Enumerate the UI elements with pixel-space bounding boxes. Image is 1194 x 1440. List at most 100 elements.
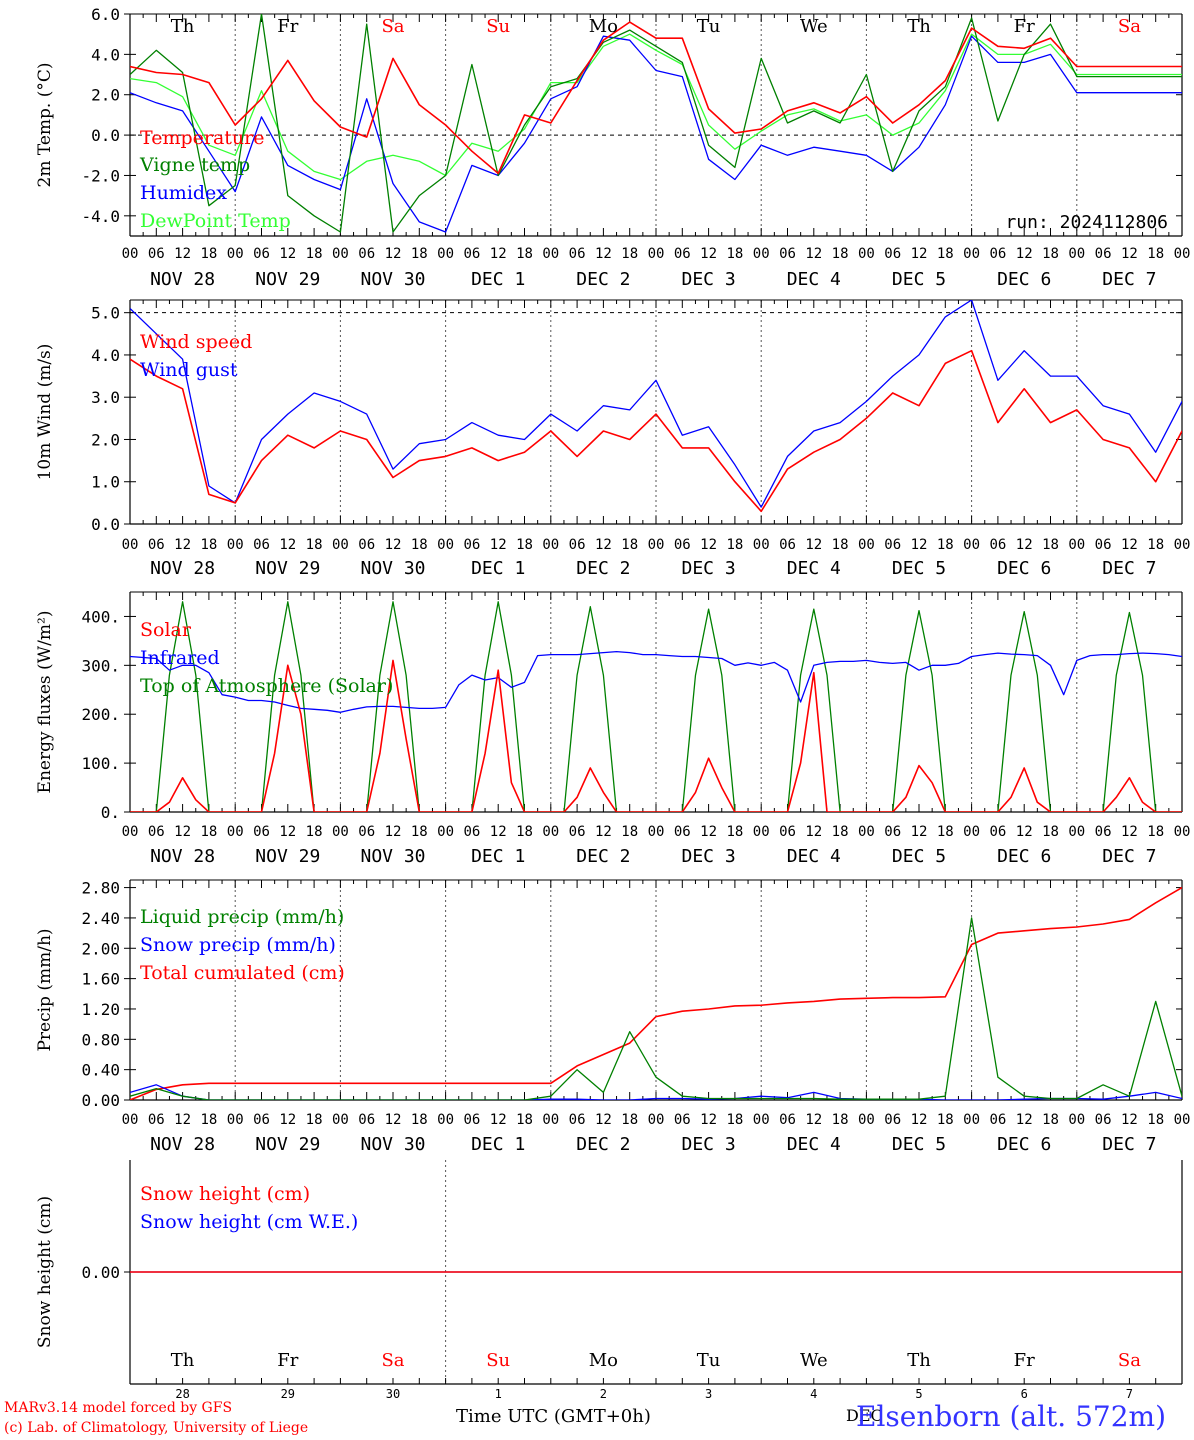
x-hour-label: 12 bbox=[1121, 246, 1138, 262]
y-tick-label: 200. bbox=[81, 705, 120, 724]
x-hour-label: 12 bbox=[1121, 1112, 1138, 1128]
x-hour-label: 00 bbox=[1174, 246, 1191, 262]
x-hour-label: 18 bbox=[1042, 537, 1059, 553]
y-axis-label: Energy fluxes (W/m²) bbox=[35, 611, 55, 794]
x-hour-label: 12 bbox=[595, 246, 612, 262]
x-hour-label: 12 bbox=[174, 1112, 191, 1128]
x-hour-label: 18 bbox=[516, 824, 533, 840]
x-hour-label: 00 bbox=[437, 1112, 454, 1128]
x-hour-label: 18 bbox=[1147, 246, 1164, 262]
x-hour-label: 12 bbox=[490, 1112, 507, 1128]
x-hour-label: 18 bbox=[937, 824, 954, 840]
x-date-label: NOV 28 bbox=[150, 1134, 215, 1155]
x-hour-label: 12 bbox=[911, 1112, 928, 1128]
x-date-label: DEC 2 bbox=[576, 269, 630, 290]
x-date-label: DEC 7 bbox=[1102, 269, 1156, 290]
series-line-snow-precip-mm-h- bbox=[130, 1084, 1182, 1100]
x-date-label: DEC 7 bbox=[1102, 846, 1156, 867]
x-hour-label: 06 bbox=[463, 824, 480, 840]
series-group bbox=[130, 14, 1182, 233]
x-hour-label: 00 bbox=[648, 1112, 665, 1128]
series-line-top-of-atmosphere-solar- bbox=[130, 601, 1182, 812]
x-hour-label: 00 bbox=[753, 1112, 770, 1128]
x-hour-label: 00 bbox=[1068, 537, 1085, 553]
y-axis-label: 2m Temp. (°C) bbox=[35, 62, 55, 187]
x-hour-label: 12 bbox=[700, 824, 717, 840]
day-number-label: 3 bbox=[705, 1387, 712, 1401]
x-hour-label: 18 bbox=[621, 246, 638, 262]
weekday-label: Su bbox=[486, 1350, 510, 1371]
x-hour-label: 00 bbox=[122, 537, 139, 553]
day-number-label: 29 bbox=[281, 1387, 295, 1401]
x-hour-label: 18 bbox=[516, 246, 533, 262]
x-date-label: DEC 2 bbox=[576, 1134, 630, 1155]
x-hour-label: 12 bbox=[174, 824, 191, 840]
x-hour-label: 00 bbox=[648, 824, 665, 840]
series-line-temperature bbox=[130, 21, 1182, 175]
x-hour-label: 06 bbox=[148, 537, 165, 553]
x-hour-label: 06 bbox=[148, 824, 165, 840]
x-hour-label: 06 bbox=[1095, 1112, 1112, 1128]
x-hour-label: 18 bbox=[832, 246, 849, 262]
x-date-label: DEC 6 bbox=[997, 269, 1051, 290]
x-axis-title: Time UTC (GMT+0h) bbox=[456, 1406, 651, 1427]
series-line-vigne-temp bbox=[130, 14, 1182, 233]
x-hour-label: 00 bbox=[437, 246, 454, 262]
x-hour-label: 18 bbox=[1147, 537, 1164, 553]
x-hour-label: 06 bbox=[569, 824, 586, 840]
x-hour-label: 12 bbox=[1016, 246, 1033, 262]
x-hour-label: 00 bbox=[332, 824, 349, 840]
y-tick-label: 400. bbox=[81, 607, 120, 626]
x-hour-label: 06 bbox=[148, 246, 165, 262]
series-line-humidex bbox=[130, 35, 1182, 233]
x-hour-label: 06 bbox=[569, 1112, 586, 1128]
x-hour-label: 18 bbox=[832, 1112, 849, 1128]
x-hour-label: 18 bbox=[1042, 824, 1059, 840]
x-hour-label: 12 bbox=[385, 1112, 402, 1128]
x-hour-label: 18 bbox=[726, 824, 743, 840]
x-hour-label: 18 bbox=[621, 1112, 638, 1128]
y-tick-label: 4.0 bbox=[91, 45, 120, 64]
credit-line-1: MARv3.14 model forced by GFS bbox=[4, 1400, 233, 1416]
y-tick-label: 100. bbox=[81, 754, 120, 773]
y-axis-label: Precip (mm/h) bbox=[35, 928, 55, 1051]
x-hour-label: 12 bbox=[279, 246, 296, 262]
x-hour-label: 00 bbox=[542, 246, 559, 262]
series-line-liquid-precip-mm-h- bbox=[130, 917, 1182, 1100]
y-tick-label: 1.20 bbox=[81, 1000, 120, 1019]
x-date-label: NOV 30 bbox=[360, 269, 425, 290]
x-hour-label: 12 bbox=[490, 537, 507, 553]
x-hour-label: 12 bbox=[279, 537, 296, 553]
x-hour-label: 06 bbox=[989, 246, 1006, 262]
x-hour-label: 06 bbox=[674, 537, 691, 553]
x-hour-label: 18 bbox=[306, 537, 323, 553]
weekday-label: Fr bbox=[1014, 16, 1035, 37]
x-hour-label: 18 bbox=[726, 537, 743, 553]
x-hour-label: 12 bbox=[385, 537, 402, 553]
legend-entry: Snow height (cm W.E.) bbox=[140, 1211, 358, 1233]
y-tick-label: 0.00 bbox=[81, 1091, 120, 1110]
x-hour-label: 00 bbox=[858, 1112, 875, 1128]
x-hour-label: 12 bbox=[174, 537, 191, 553]
x-hour-label: 06 bbox=[569, 246, 586, 262]
x-hour-label: 12 bbox=[1121, 824, 1138, 840]
x-date-label: NOV 29 bbox=[255, 846, 320, 867]
run-annotation: run: 2024112806 bbox=[1005, 212, 1168, 233]
x-hour-label: 18 bbox=[937, 537, 954, 553]
x-date-label: DEC 1 bbox=[471, 1134, 525, 1155]
x-hour-label: 06 bbox=[1095, 246, 1112, 262]
x-hour-label: 18 bbox=[726, 1112, 743, 1128]
x-hour-label: 06 bbox=[674, 824, 691, 840]
x-hour-label: 12 bbox=[595, 824, 612, 840]
x-date-label: DEC 4 bbox=[787, 269, 841, 290]
x-hour-label: 18 bbox=[200, 537, 217, 553]
x-hour-label: 00 bbox=[963, 1112, 980, 1128]
x-hour-label: 06 bbox=[779, 537, 796, 553]
x-hour-label: 00 bbox=[963, 824, 980, 840]
x-hour-label: 00 bbox=[542, 537, 559, 553]
x-hour-label: 12 bbox=[279, 1112, 296, 1128]
x-hour-label: 12 bbox=[700, 1112, 717, 1128]
x-hour-label: 06 bbox=[989, 824, 1006, 840]
x-hour-label: 00 bbox=[332, 537, 349, 553]
